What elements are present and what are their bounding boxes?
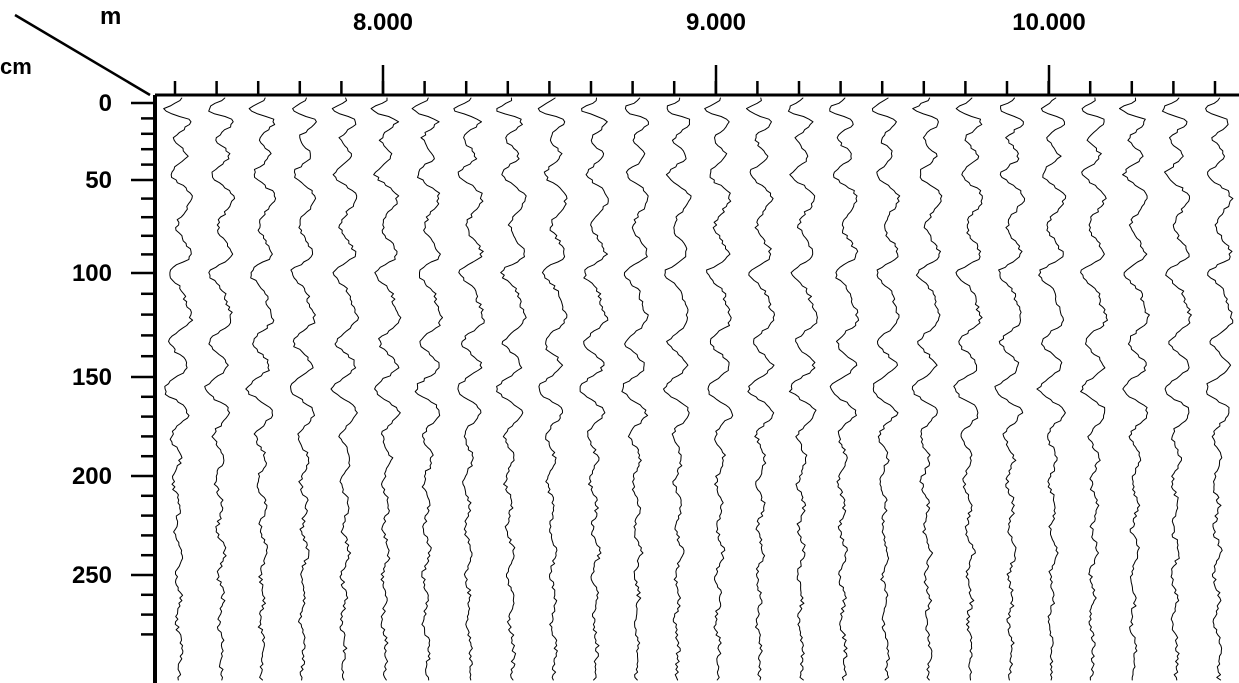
seismic-wiggle-chart: m cm 8.000 9.000 10.000 0 50 100 150 200 250 [0, 0, 1239, 683]
y-tick-label: 150 [72, 364, 112, 391]
y-tick-label: 250 [72, 562, 112, 589]
y-tick-label: 200 [72, 463, 112, 490]
y-tick-label: 50 [85, 167, 112, 194]
y-tick-label: 0 [99, 90, 112, 117]
x-tick-label: 9.000 [686, 9, 746, 36]
y-axis-unit-label: cm [0, 54, 32, 79]
x-axis-unit-label: m [100, 3, 121, 30]
chart-svg: m cm 8.000 9.000 10.000 0 50 100 150 200 250 [0, 0, 1239, 683]
x-tick-label: 8.000 [353, 9, 413, 36]
x-tick-label: 10.000 [1012, 9, 1085, 36]
chart-bg [0, 0, 1239, 683]
y-tick-label: 100 [72, 260, 112, 287]
